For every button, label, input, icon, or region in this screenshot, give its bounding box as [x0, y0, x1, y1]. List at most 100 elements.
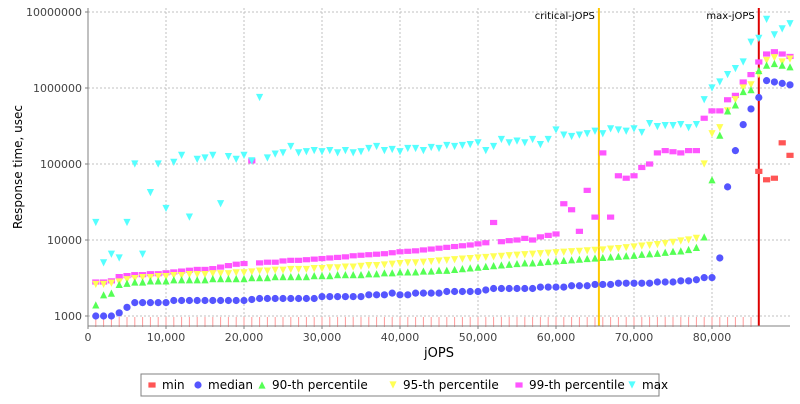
data-point	[287, 257, 295, 263]
data-point	[263, 154, 271, 162]
data-point	[724, 97, 732, 103]
data-point	[755, 34, 763, 42]
data-point	[310, 147, 318, 155]
data-point	[131, 278, 139, 286]
data-point	[685, 245, 693, 254]
data-point	[770, 31, 778, 39]
data-point	[599, 130, 607, 138]
data-point	[755, 66, 763, 75]
data-point	[427, 267, 435, 275]
x-tick-label: 10,000	[147, 331, 186, 344]
data-point	[263, 267, 271, 275]
data-point	[646, 120, 654, 128]
data-point	[326, 147, 334, 155]
data-point	[747, 81, 755, 89]
data-point	[341, 263, 349, 271]
data-point	[692, 276, 701, 284]
data-point	[388, 269, 396, 277]
data-point	[458, 265, 466, 273]
data-point	[263, 259, 271, 265]
data-point	[607, 280, 615, 289]
data-point	[396, 268, 404, 276]
data-point	[513, 237, 521, 243]
data-point	[466, 254, 474, 263]
legend-label: max	[642, 378, 668, 392]
data-point	[209, 275, 217, 283]
data-point	[224, 296, 232, 305]
data-point	[497, 252, 505, 260]
data-point	[505, 252, 513, 260]
data-point	[786, 55, 794, 63]
data-point	[630, 125, 638, 133]
data-point	[263, 294, 271, 303]
data-point	[443, 256, 451, 264]
series-median	[92, 77, 794, 320]
data-point	[544, 283, 552, 291]
data-point	[443, 287, 451, 296]
data-point	[380, 291, 388, 299]
data-point	[653, 150, 661, 156]
data-point	[100, 280, 108, 289]
data-point	[638, 164, 646, 171]
data-point	[614, 245, 622, 253]
data-point	[318, 255, 326, 262]
data-point	[505, 260, 513, 268]
data-point	[170, 272, 178, 280]
data-point	[380, 251, 388, 257]
data-point	[100, 259, 108, 267]
data-point	[466, 140, 474, 149]
data-point	[646, 250, 654, 258]
y-tick-label: 10000000	[26, 6, 82, 19]
data-point	[614, 126, 622, 134]
data-point	[178, 272, 186, 280]
data-point	[677, 277, 685, 285]
data-point	[536, 140, 544, 149]
data-point	[591, 246, 599, 254]
data-point	[692, 120, 700, 129]
data-point	[700, 160, 708, 168]
data-point	[778, 51, 786, 57]
data-point	[295, 149, 303, 157]
data-point	[630, 173, 638, 179]
data-point	[552, 257, 560, 265]
data-point	[474, 263, 482, 271]
data-point	[365, 270, 373, 278]
data-point	[583, 187, 591, 193]
data-point	[661, 239, 669, 248]
data-point	[700, 233, 708, 241]
data-point	[92, 280, 100, 289]
data-point	[568, 207, 576, 213]
data-point	[622, 127, 630, 135]
data-point	[271, 272, 279, 281]
data-point	[170, 296, 178, 305]
data-point	[622, 244, 630, 252]
data-point	[178, 268, 186, 274]
data-point	[310, 256, 318, 262]
data-point	[731, 92, 739, 98]
data-point	[193, 296, 201, 305]
data-point	[583, 130, 591, 138]
legend-swatch	[389, 381, 397, 389]
data-point	[552, 231, 560, 237]
data-point	[271, 150, 279, 158]
data-point	[146, 299, 154, 307]
data-point	[357, 271, 365, 279]
series-95-th-percentile	[92, 54, 794, 289]
data-point	[560, 131, 568, 139]
data-point	[107, 279, 115, 287]
data-point	[170, 158, 178, 166]
data-point	[162, 277, 170, 285]
data-point	[209, 296, 217, 305]
data-point	[638, 250, 646, 258]
data-point	[380, 147, 388, 155]
data-point	[560, 256, 568, 264]
data-point	[256, 274, 264, 282]
data-point	[146, 271, 154, 277]
data-point	[591, 127, 599, 135]
data-point	[466, 287, 474, 296]
data-point	[123, 273, 131, 279]
data-point	[279, 266, 287, 274]
data-point	[677, 237, 685, 245]
data-point	[739, 120, 747, 129]
data-point	[708, 176, 716, 184]
